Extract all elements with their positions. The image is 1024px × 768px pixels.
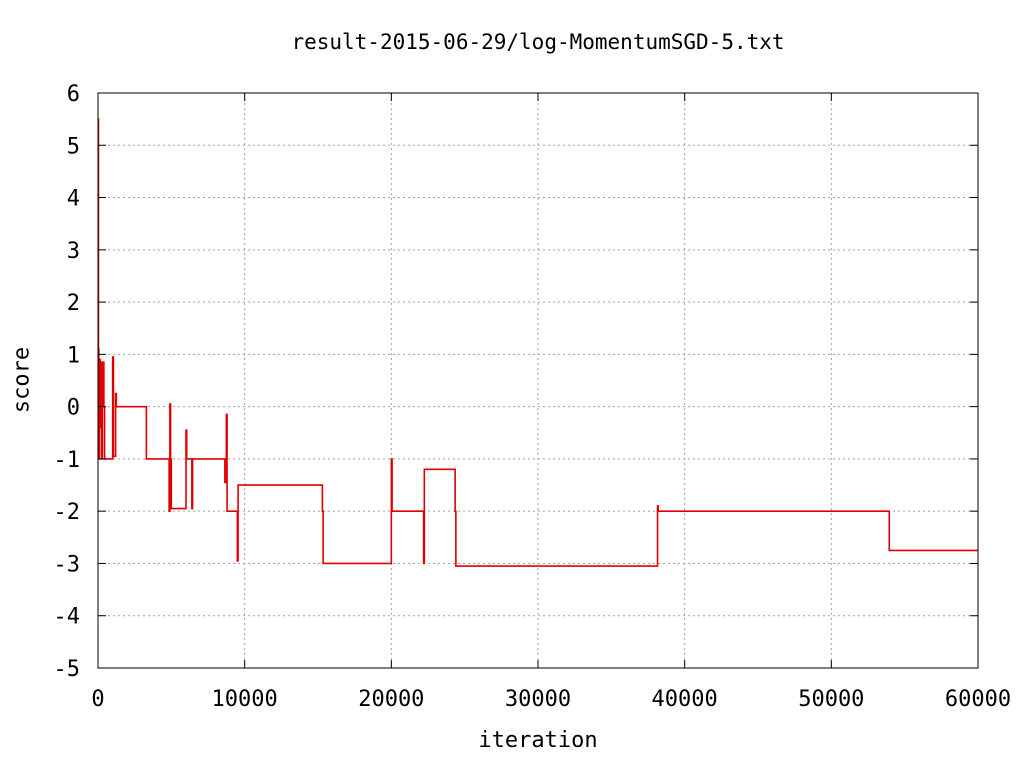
x-tick-label: 10000: [212, 687, 278, 712]
y-tick-label: 0: [67, 396, 80, 421]
x-axis-label: iteration: [478, 728, 598, 753]
x-tick-label: 0: [91, 687, 104, 712]
y-tick-label: 5: [67, 134, 80, 159]
x-tick-label: 40000: [652, 687, 718, 712]
x-tick-label: 30000: [505, 687, 571, 712]
y-tick-label: 2: [67, 291, 80, 316]
x-tick-label: 50000: [798, 687, 864, 712]
x-tick-label: 60000: [945, 687, 1011, 712]
tick-marks: [97, 92, 979, 669]
y-tick-label: -1: [54, 448, 81, 473]
y-tick-label: -4: [54, 605, 81, 630]
tick-labels: -5 -4 -3 -2 -1 0 1 2 3 4 5 6 0 10000 20000 30000 40000 50…: [54, 82, 1012, 712]
y-tick-label: 4: [67, 187, 80, 212]
grid: [98, 93, 978, 668]
chart-title: result-2015-06-29/log-MomentumSGD-5.txt: [291, 30, 785, 54]
y-tick-label: -3: [54, 552, 81, 577]
x-tick-label: 20000: [358, 687, 424, 712]
y-tick-label: -5: [54, 657, 81, 682]
y-tick-label: 6: [67, 82, 80, 107]
y-tick-label: 3: [67, 239, 80, 264]
y-tick-label: -2: [54, 500, 81, 525]
y-tick-label: 1: [67, 343, 80, 368]
